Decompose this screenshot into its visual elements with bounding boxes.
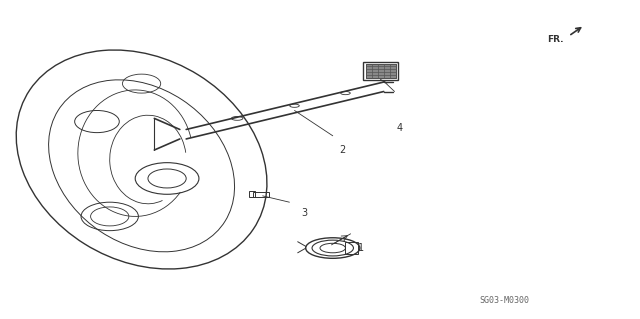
FancyBboxPatch shape [365,63,396,78]
Text: 4: 4 [397,123,403,133]
Text: 3: 3 [301,208,307,218]
Text: 2: 2 [339,145,346,155]
Text: FR.: FR. [548,35,564,44]
Text: 1: 1 [358,243,365,253]
Text: SG03-M0300: SG03-M0300 [480,296,530,305]
